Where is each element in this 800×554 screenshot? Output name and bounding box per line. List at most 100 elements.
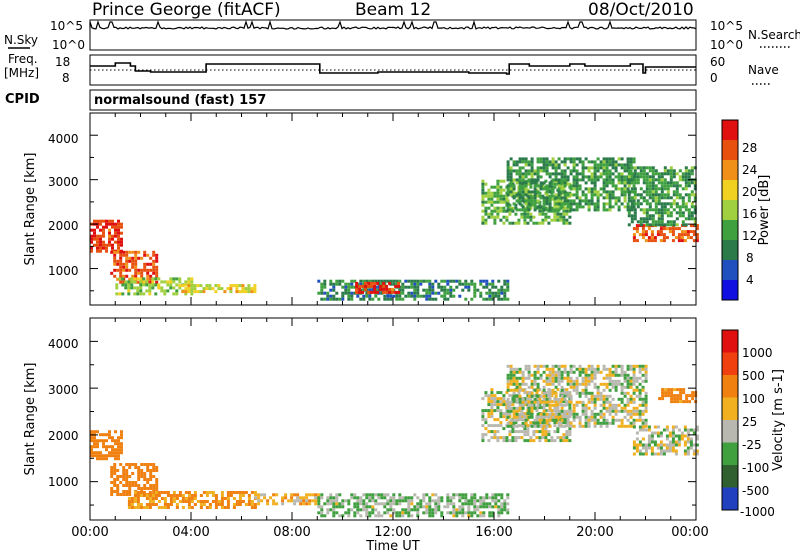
echo-cell	[353, 505, 357, 509]
echo-cell	[383, 493, 387, 497]
echo-cell	[371, 499, 375, 503]
echo-cell	[389, 505, 393, 509]
echo-cell	[452, 505, 456, 509]
echo-cell	[169, 280, 173, 284]
echo-cell	[554, 412, 558, 416]
echo-cell	[550, 194, 554, 198]
echo-cell	[654, 190, 658, 194]
echo-cell	[338, 282, 342, 286]
echo-cell	[139, 277, 143, 281]
echo-cell	[122, 253, 126, 257]
echo-cell	[377, 502, 381, 506]
echo-cell	[617, 409, 621, 413]
echo-cell	[193, 284, 197, 288]
echo-cell	[508, 433, 512, 437]
echo-cell	[326, 294, 330, 298]
echo-cell	[635, 418, 639, 422]
echo-cell	[499, 185, 503, 189]
echo-cell	[515, 382, 519, 386]
echo-cell	[515, 163, 519, 167]
echo-cell	[542, 187, 546, 191]
echo-cell	[554, 163, 558, 167]
echo-cell	[392, 511, 396, 515]
echo-cell	[152, 487, 156, 490]
echo-cell	[572, 418, 576, 422]
echo-cell	[506, 415, 510, 419]
echo-cell	[175, 503, 179, 506]
echo-cell	[530, 196, 534, 200]
echo-cell	[484, 182, 488, 186]
echo-cell	[90, 451, 93, 455]
echo-cell	[238, 491, 242, 494]
echo-cell	[125, 265, 129, 269]
echo-cell	[184, 292, 188, 296]
echo-cell	[515, 199, 519, 203]
echo-cell	[407, 508, 411, 512]
echo-cell	[509, 190, 513, 194]
echo-cell	[440, 514, 444, 518]
echo-cell	[102, 246, 105, 250]
echo-cell	[683, 440, 687, 444]
echo-cell	[533, 193, 537, 197]
echo-cell	[536, 385, 540, 389]
echo-cell	[512, 373, 516, 377]
echo-cell	[473, 291, 477, 295]
echo-cell	[529, 185, 533, 189]
echo-cell	[677, 428, 681, 432]
echo-cell	[602, 172, 606, 176]
echo-cell	[90, 240, 93, 244]
echo-cell	[175, 277, 179, 281]
echo-cell	[512, 202, 516, 206]
echo-cell	[633, 208, 637, 212]
echo-cell	[502, 397, 506, 401]
echo-cell	[105, 454, 108, 458]
echo-cell	[530, 190, 534, 194]
echo-cell	[120, 442, 123, 446]
echo-cell	[611, 379, 615, 383]
echo-cell	[446, 288, 450, 292]
echo-cell	[633, 172, 637, 176]
echo-cell	[524, 193, 528, 197]
echo-cell	[611, 193, 615, 197]
echo-cell	[620, 370, 624, 374]
echo-cell	[508, 439, 512, 443]
echo-cell	[299, 499, 303, 503]
echo-cell	[527, 400, 531, 404]
echo-cell	[175, 289, 179, 293]
echo-cell	[632, 364, 636, 368]
echo-cell	[626, 409, 630, 413]
echo-cell	[253, 290, 257, 294]
echo-cell	[193, 491, 197, 494]
echo-cell	[660, 223, 664, 227]
echo-cell	[545, 418, 549, 422]
echo-cell	[584, 406, 588, 410]
echo-cell	[526, 424, 530, 428]
echo-cell	[596, 391, 600, 395]
cpid-value: normalsound (fast) 157	[94, 93, 266, 108]
echo-cell	[608, 193, 612, 197]
power-ytick-3000: 3000	[48, 175, 79, 189]
echo-cell	[633, 217, 637, 221]
echo-cell	[666, 172, 670, 176]
echo-cell	[527, 205, 531, 209]
echo-cell	[134, 259, 138, 263]
echo-cell	[635, 394, 639, 398]
echo-cell	[511, 221, 515, 225]
echo-cell	[593, 175, 597, 179]
echo-cell	[323, 279, 327, 283]
echo-cell	[539, 400, 543, 404]
echo-cell	[541, 185, 545, 189]
echo-cell	[635, 376, 639, 380]
echo-cell	[364, 281, 368, 285]
echo-cell	[550, 409, 554, 413]
echo-cell	[383, 502, 387, 506]
echo-cell	[172, 292, 176, 296]
echo-cell	[335, 279, 339, 283]
echo-cell	[431, 291, 435, 295]
echo-cell	[587, 415, 591, 419]
echo-cell	[511, 209, 515, 213]
echo-cell	[675, 202, 679, 206]
echo-cell	[110, 469, 114, 472]
echo-cell	[695, 425, 699, 429]
